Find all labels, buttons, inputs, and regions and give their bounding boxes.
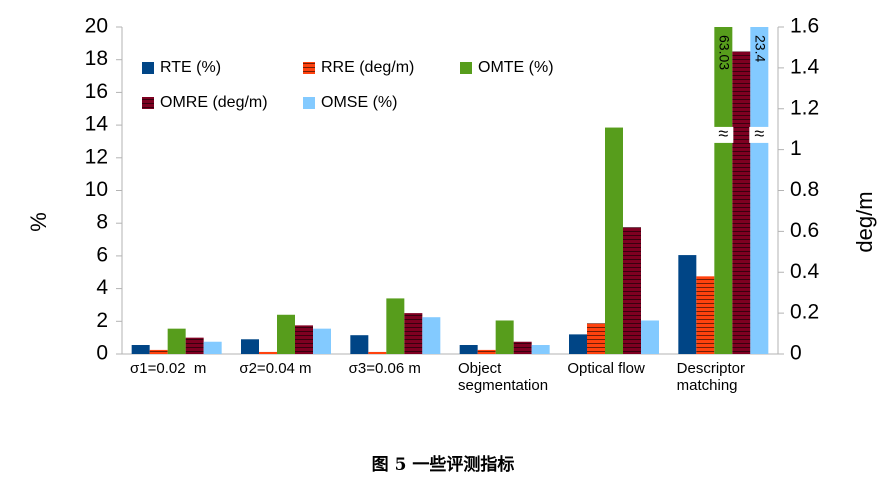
legend-swatch [460, 62, 472, 74]
bar [386, 298, 405, 354]
y-tick-label: 8 [96, 211, 108, 234]
bar [203, 341, 222, 354]
y2-tick-label: 0.6 [790, 219, 819, 242]
bar [422, 317, 441, 354]
bar [714, 27, 733, 354]
bar-break-mark: ≈ [718, 124, 728, 144]
bar [495, 320, 514, 354]
bar [587, 323, 605, 354]
bar [531, 345, 550, 354]
bar [623, 227, 641, 354]
bar [678, 255, 697, 354]
legend-swatch [142, 62, 154, 74]
bar [641, 320, 659, 354]
bar [241, 339, 259, 354]
caption: 图 5 一些评测指标 [371, 455, 515, 475]
x-tick-label: σ1=0.02 m [130, 360, 207, 377]
bars [131, 27, 769, 354]
bar [605, 127, 623, 354]
bar [404, 313, 423, 354]
bar [750, 27, 769, 354]
legend-label: OMRE (deg/m) [160, 94, 268, 111]
y2-axis-title: deg/m [852, 191, 877, 252]
bar-break-mark: ≈ [754, 124, 764, 144]
bar [313, 328, 331, 354]
value-label: 63.03 [717, 35, 733, 70]
x-tick-label: Object segmentation [458, 360, 549, 394]
bar [131, 345, 150, 354]
y2-tick-label: 0.8 [790, 178, 819, 201]
legend-label: RTE (%) [160, 59, 221, 76]
bar-break [713, 126, 734, 143]
y-tick-label: 20 [85, 15, 108, 38]
bar [149, 349, 168, 354]
legend-label: OMTE (%) [478, 59, 554, 76]
bar [732, 51, 751, 354]
y2-tick-label: 0.2 [790, 301, 819, 324]
x-tick-label: σ3=0.06 m [348, 360, 421, 377]
y2-tick-label: 1.2 [790, 96, 819, 119]
bar [277, 314, 295, 354]
bar [696, 276, 715, 354]
y-tick-label: 12 [85, 145, 108, 168]
y2-tick-label: 0.4 [790, 260, 820, 283]
bar [167, 328, 186, 354]
x-tick-label: Descriptor matching [676, 360, 750, 394]
y2-tick-label: 1.4 [790, 55, 820, 78]
bar [459, 345, 478, 354]
legend-swatch [303, 62, 315, 74]
y2-tick-label: 1.6 [790, 15, 819, 38]
y-tick-label: 0 [96, 342, 108, 365]
x-tick-label: Optical flow [567, 360, 645, 377]
y-tick-label: 14 [85, 113, 109, 136]
bar [259, 351, 277, 354]
y-axis-title: % [26, 212, 51, 232]
value-label: 23.4 [753, 35, 769, 62]
y2-tick-label: 1 [790, 137, 802, 160]
legend-label: OMSE (%) [321, 94, 397, 111]
y-tick-label: 2 [96, 309, 108, 332]
y-tick-label: 18 [85, 47, 108, 70]
y-tick-label: 10 [85, 178, 108, 201]
bar [295, 325, 313, 354]
y2-tick-label: 0 [790, 342, 802, 365]
y-tick-label: 4 [96, 276, 108, 299]
legend-swatch [303, 97, 315, 109]
legend-label: RRE (deg/m) [321, 59, 414, 76]
bar [350, 335, 369, 354]
bar [477, 349, 496, 354]
bar [569, 334, 587, 354]
legend-swatch [142, 97, 154, 109]
y-tick-label: 16 [85, 80, 108, 103]
bar [368, 351, 387, 354]
y-tick-label: 6 [96, 243, 108, 266]
x-tick-label: σ2=0.04 m [239, 360, 312, 377]
bar [513, 341, 532, 354]
bar-break [749, 126, 770, 143]
bar [185, 337, 204, 354]
